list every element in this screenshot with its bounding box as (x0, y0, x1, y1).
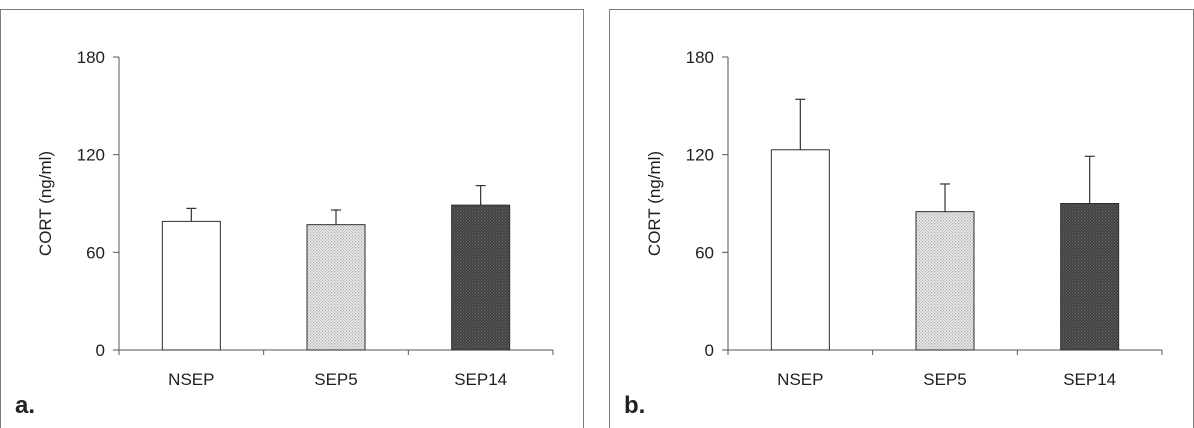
chart-panel-b: 0 60 120 180 CORT (ng/ml) NSEP SEP5 SEP14 b. (609, 9, 1194, 428)
panel-label-b: b. (624, 392, 646, 419)
bar-sep14 (1060, 203, 1120, 351)
y-tick-label: 120 (77, 146, 105, 165)
y-tick-label: 120 (686, 146, 714, 165)
bar-nsep (161, 220, 221, 351)
y-tick-label: 60 (695, 243, 714, 262)
bar-nsep (770, 149, 830, 351)
bar-sep5 (915, 211, 975, 351)
bar-sep14 (451, 204, 511, 351)
y-axis-label: CORT (ng/ml) (645, 151, 664, 256)
chart-svg-b: 0 60 120 180 CORT (ng/ml) NSEP SEP5 SEP14 (645, 48, 1163, 389)
x-tick-label: SEP5 (314, 370, 357, 389)
y-tick-label: 180 (686, 48, 714, 67)
y-tick-label: 0 (705, 341, 714, 360)
bar-sep5 (306, 224, 366, 351)
x-tick-label: NSEP (777, 370, 823, 389)
chart-svg-a: 0 60 120 180 CORT (ng/ml) NSEP SEP5 SEP14 (36, 48, 554, 389)
x-tick-label: NSEP (168, 370, 214, 389)
y-axis-label: CORT (ng/ml) (36, 151, 55, 256)
chart-panel-a: 0 60 120 180 CORT (ng/ml) NSEP SEP5 SEP14 a. (0, 9, 584, 428)
x-tick-label: SEP14 (1063, 370, 1116, 389)
x-tick-label: SEP14 (454, 370, 507, 389)
panel-label-a: a. (15, 392, 36, 419)
x-tick-label: SEP5 (923, 370, 966, 389)
y-tick-label: 180 (77, 48, 105, 67)
y-tick-label: 0 (96, 341, 105, 360)
y-tick-label: 60 (86, 243, 105, 262)
